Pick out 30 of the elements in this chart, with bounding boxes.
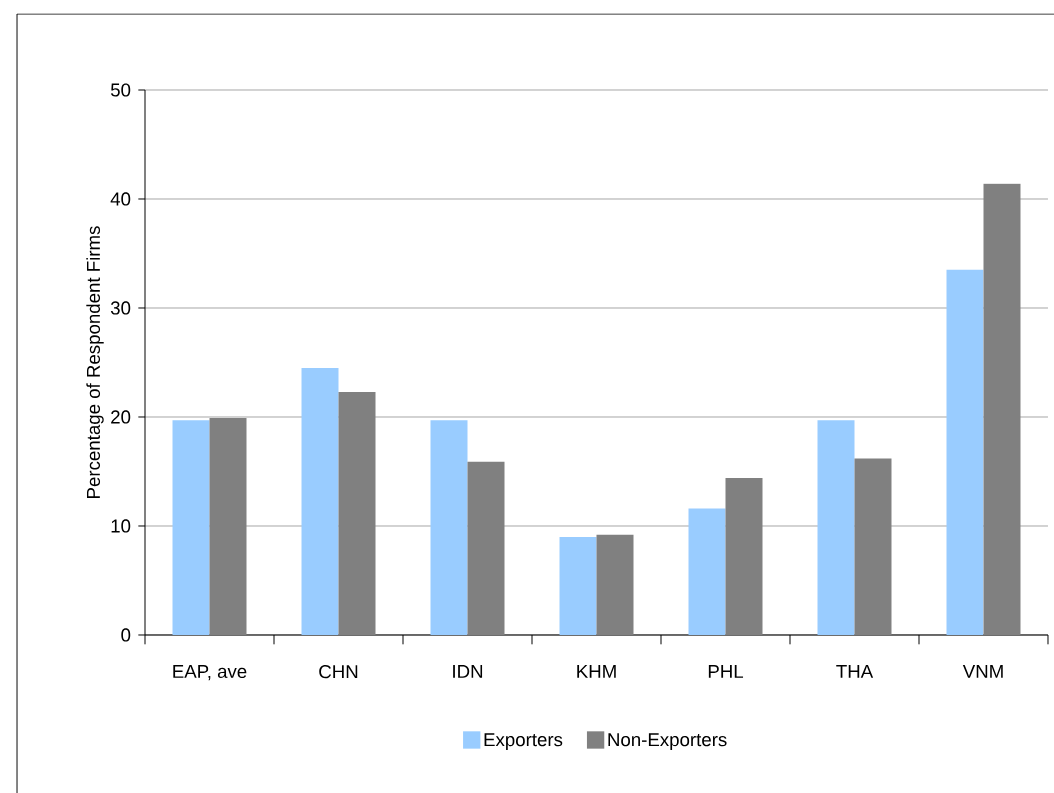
legend-label: Exporters (484, 733, 563, 750)
bar (209, 418, 247, 635)
bar (817, 420, 855, 635)
bar (688, 508, 726, 635)
x-tick-label: KHM (577, 665, 616, 678)
y-tick-label: 20 (111, 410, 131, 424)
bar (854, 458, 892, 635)
bar (338, 391, 376, 635)
x-tick-label: THA (836, 665, 874, 678)
bar (301, 367, 339, 635)
y-tick-label: 40 (110, 192, 131, 206)
bar (559, 536, 597, 635)
y-tick-label: 50 (110, 83, 131, 97)
bar (596, 534, 634, 635)
y-tick-label: 30 (110, 301, 131, 315)
y-axis-title: Percentage of Respondent Firms (86, 226, 104, 498)
x-tick-label: PHL (708, 665, 744, 678)
bar (467, 461, 505, 635)
bar (430, 420, 468, 635)
y-tick-label: 10 (111, 519, 131, 533)
legend-label: Non-Exporters (608, 733, 727, 750)
bar (983, 183, 1021, 635)
bar (172, 420, 210, 635)
x-tick-label: VNM (962, 665, 1003, 678)
x-tick-label: IDN (453, 665, 483, 678)
y-tick-label: 0 (121, 628, 131, 642)
bar (725, 478, 763, 635)
x-tick-label: CHN (319, 665, 358, 679)
x-tick-label: EAP, ave (173, 665, 247, 681)
bar (946, 269, 984, 635)
